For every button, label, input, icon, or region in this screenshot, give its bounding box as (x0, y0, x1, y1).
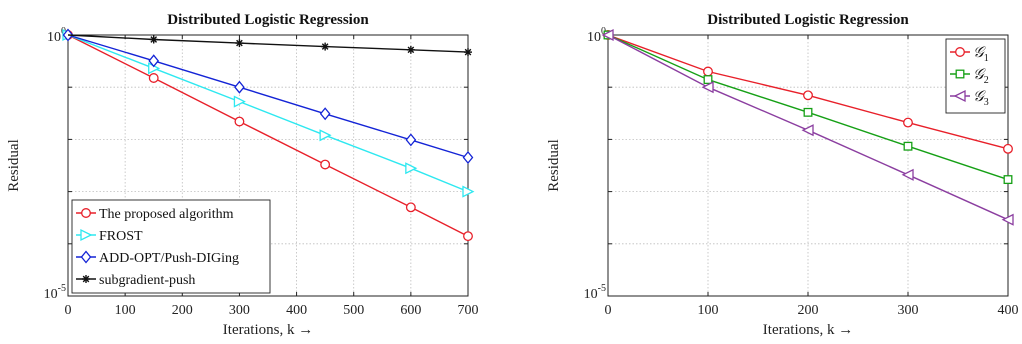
y-axis-label: Residual (6, 139, 22, 192)
x-tick-label: 300 (229, 303, 250, 318)
x-tick-label: 600 (400, 303, 421, 318)
legend-label: ADD-OPT/Push-DIGing (99, 251, 239, 266)
series-line (67, 34, 469, 159)
series-3 (67, 34, 472, 57)
series-line (67, 34, 469, 53)
data-point (462, 185, 475, 198)
x-tick-label: 400 (998, 303, 1019, 318)
x-tick-label: 500 (343, 303, 364, 318)
legend-marker (81, 208, 91, 218)
y-tick-label: 10-5 (44, 283, 66, 302)
legend-box (71, 199, 271, 294)
data-point (321, 42, 330, 51)
x-tick-label: 0 (65, 303, 72, 318)
legend-marker (80, 228, 93, 242)
y-tick-label: 100 (587, 26, 606, 45)
series-0 (603, 30, 1013, 154)
legend-label: 𝒢3 (973, 89, 989, 108)
legend-entry: 𝒢2 (950, 67, 989, 86)
data-point (319, 107, 331, 121)
data-point (406, 45, 415, 54)
legend-marker (82, 275, 90, 283)
series-line (67, 34, 469, 193)
legend-entry: FROST (76, 228, 143, 244)
y-tick-label: 10-5 (584, 283, 606, 302)
chart-title: Distributed Logistic Regression (707, 12, 909, 28)
legend-marker (955, 47, 965, 57)
data-point (148, 73, 159, 83)
marker-stroke (407, 46, 415, 54)
legend-entry: subgradient-push (76, 273, 195, 288)
data-point (703, 66, 713, 77)
x-tick-label: 0 (605, 303, 612, 318)
series-line (67, 34, 469, 237)
data-point (462, 150, 474, 165)
legend-entry: The proposed algorithm (76, 207, 234, 222)
marker-stroke (321, 43, 329, 50)
legend: The proposed algorithm FROST ADD-OPT/Push-… (71, 199, 271, 294)
x-tick-label: 400 (286, 303, 307, 318)
data-point (149, 35, 158, 44)
data-point (803, 90, 813, 101)
data-point (803, 107, 813, 117)
data-point (405, 202, 416, 213)
data-point (319, 129, 332, 142)
data-point (703, 75, 713, 85)
data-point (601, 28, 614, 42)
legend-label: subgradient-push (99, 273, 195, 288)
data-point (234, 80, 245, 94)
legend: 𝒢1 𝒢2 𝒢3 (945, 38, 1006, 114)
y-axis-label: Residual (546, 139, 562, 192)
series-2 (601, 28, 1014, 226)
data-point (148, 54, 160, 68)
data-point (463, 231, 473, 242)
data-point (903, 141, 913, 151)
data-point (903, 117, 913, 128)
data-point (801, 124, 814, 137)
chart-right: 0 100 200 300 400 100 10-5 Distributed Logistic… (546, 12, 1019, 338)
marker-stroke (236, 39, 243, 47)
legend-marker (953, 89, 966, 103)
series-2 (62, 28, 474, 165)
legend-label: The proposed algorithm (99, 207, 234, 222)
x-tick-label: 100 (698, 303, 719, 318)
marker-stroke (82, 275, 90, 283)
x-axis-label: Iterations, k → (223, 322, 313, 338)
x-tick-label: 100 (115, 303, 136, 318)
data-point (405, 133, 417, 147)
marker-stroke (464, 48, 472, 56)
data-point (901, 168, 914, 181)
x-axis-label: Iterations, k → (763, 322, 853, 338)
data-point (1003, 175, 1013, 185)
marker-stroke (150, 36, 158, 43)
legend-label: FROST (99, 229, 143, 244)
x-tick-label: 700 (458, 303, 479, 318)
data-point (701, 81, 714, 94)
x-tick-label: 200 (798, 303, 819, 318)
legend-marker (80, 250, 92, 264)
legend-label: 𝒢2 (973, 67, 989, 86)
data-point (405, 162, 418, 175)
legend-label: 𝒢1 (973, 45, 989, 64)
data-point (464, 48, 472, 57)
legend-entry: 𝒢1 (950, 45, 989, 64)
chart-title: Distributed Logistic Regression (167, 12, 369, 28)
chart-left: 010020030040050060070010010-5Distributed… (6, 12, 479, 338)
data-point (320, 159, 331, 170)
data-point (233, 95, 246, 108)
data-point (1003, 143, 1013, 154)
x-tick-label: 300 (898, 303, 919, 318)
legend-entry: ADD-OPT/Push-DIGing (76, 250, 239, 266)
legend-entry: 𝒢3 (950, 89, 989, 108)
data-point (234, 116, 245, 127)
data-point (235, 39, 244, 48)
axes-box (67, 34, 469, 297)
legend-marker (955, 69, 965, 79)
data-point (1001, 213, 1014, 226)
x-tick-label: 200 (172, 303, 193, 318)
